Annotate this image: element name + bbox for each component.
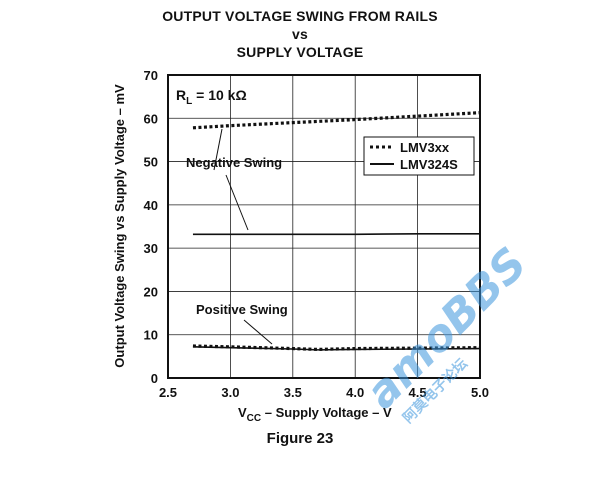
x-tick-label: 4.0 (346, 385, 364, 400)
y-tick-label: 30 (144, 241, 158, 256)
legend-label-lmv3xx: LMV3xx (400, 140, 450, 155)
y-axis-label: Output Voltage Swing vs Supply Voltage –… (112, 84, 127, 368)
y-tick-labels: 0 10 20 30 40 50 60 70 (144, 68, 158, 386)
x-tick-label: 5.0 (471, 385, 489, 400)
condition-label: RL = 10 kΩ (176, 87, 247, 107)
y-tick-label: 50 (144, 155, 158, 170)
x-axis-label: VCC – Supply Voltage – V (238, 405, 392, 424)
y-tick-label: 0 (151, 371, 158, 386)
y-tick-label: 60 (144, 111, 158, 126)
y-tick-label: 70 (144, 68, 158, 83)
x-tick-labels: 2.5 3.0 3.5 4.0 4.5 5.0 (159, 385, 489, 400)
chart-area: 2.5 3.0 3.5 4.0 4.5 5.0 0 10 20 30 40 50 60 70 RL = … (0, 0, 600, 450)
annotation-positive-pointer (244, 320, 272, 344)
grid (168, 75, 480, 378)
annotation-positive-swing: Positive Swing (196, 302, 288, 317)
plot-frame (168, 75, 480, 378)
x-tick-label: 3.5 (284, 385, 302, 400)
x-tick-label: 3.0 (221, 385, 239, 400)
y-tick-label: 40 (144, 198, 158, 213)
series-line-lmv3xx-negative-swing (193, 113, 480, 128)
x-tick-label: 4.5 (409, 385, 427, 400)
legend-label-lmv324s: LMV324S (400, 157, 458, 172)
legend: LMV3xx LMV324S (364, 137, 474, 175)
figure-caption: Figure 23 (0, 430, 600, 447)
y-tick-label: 10 (144, 328, 158, 343)
x-tick-label: 2.5 (159, 385, 177, 400)
annotation-negative-pointer-1 (226, 175, 248, 230)
annotation-negative-swing: Negative Swing (186, 155, 282, 170)
y-tick-label: 20 (144, 284, 158, 299)
